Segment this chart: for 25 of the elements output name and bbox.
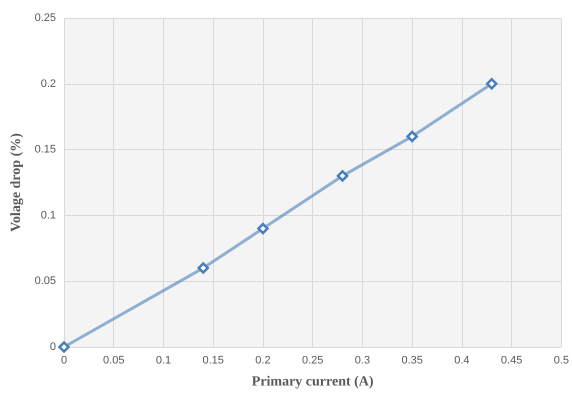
point [486,78,498,90]
x-tick-label: 0 [60,354,68,366]
y-tick-label: 0 [50,341,56,353]
y-tick-label: 0.1 [40,209,56,222]
x-tick-label: 0.15 [202,354,224,366]
x-tick-label: 0.4 [454,354,470,366]
y-tick-label: 0.25 [34,12,56,24]
y-axis-title: Volage drop (%) [9,132,24,232]
x-tick-label: 0.35 [401,354,423,366]
x-tick-label: 0.1 [156,354,172,366]
point [336,170,348,182]
point [198,262,210,274]
x-tick-label: 0.5 [554,354,570,366]
point [58,341,70,353]
x-tick-label: 0.3 [354,354,370,366]
x-tick-label: 0.25 [302,354,324,366]
x-tick-label: 0.45 [500,354,522,366]
y-tick-label: 0.05 [34,275,56,288]
x-axis-title: Primary current (A) [252,374,374,390]
x-tick-label: 0.05 [103,354,124,366]
y-tick-label: 0.2 [40,78,56,90]
x-tick-label: 0.2 [255,354,271,366]
y-tick-label: 0.15 [34,144,56,156]
point [257,222,269,234]
point [406,130,418,142]
